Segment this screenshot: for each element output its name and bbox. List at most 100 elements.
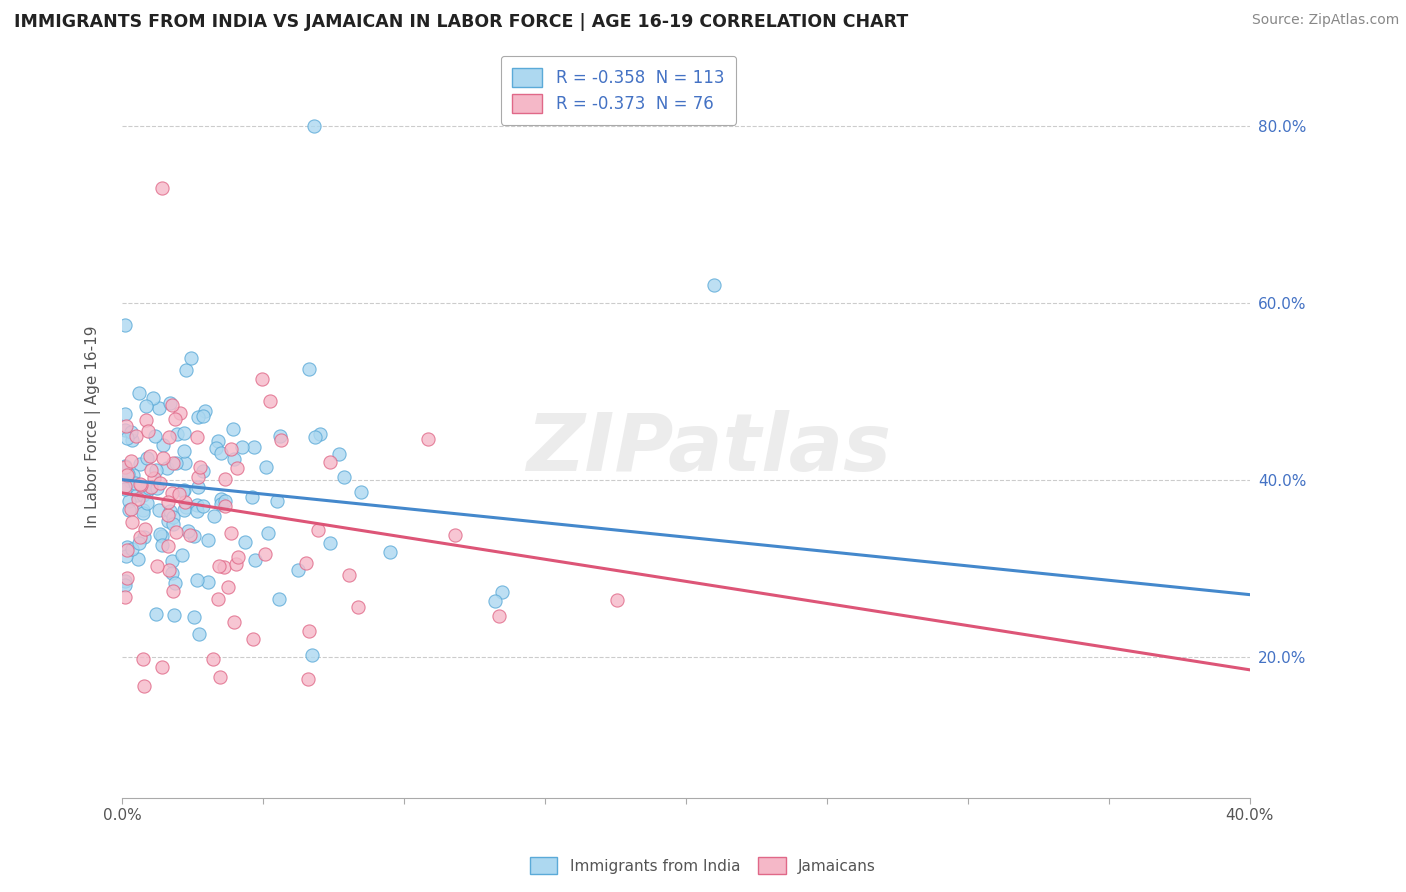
Point bbox=[132, 503, 155, 517]
Point bbox=[202, 652, 225, 666]
Point bbox=[256, 460, 278, 475]
Point bbox=[120, 425, 142, 440]
Point bbox=[174, 494, 197, 508]
Point bbox=[224, 452, 246, 467]
Point bbox=[240, 490, 263, 504]
Point bbox=[114, 418, 136, 433]
Y-axis label: In Labor Force | Age 16-19: In Labor Force | Age 16-19 bbox=[86, 326, 101, 528]
Point bbox=[149, 527, 172, 541]
Point bbox=[136, 450, 159, 465]
Point bbox=[115, 542, 138, 557]
Point bbox=[118, 494, 141, 508]
Point bbox=[172, 484, 194, 499]
Point bbox=[214, 500, 236, 514]
Point bbox=[188, 460, 211, 475]
Point bbox=[328, 448, 350, 462]
Point bbox=[222, 615, 245, 629]
Point bbox=[297, 672, 319, 686]
Point bbox=[146, 558, 169, 573]
Point bbox=[114, 574, 136, 588]
Point bbox=[146, 481, 169, 495]
Point bbox=[270, 433, 292, 447]
Point bbox=[242, 632, 264, 646]
Point bbox=[152, 451, 174, 466]
Point bbox=[186, 504, 208, 518]
Point bbox=[138, 449, 160, 463]
Point bbox=[135, 483, 157, 498]
Point bbox=[150, 181, 173, 195]
Point bbox=[115, 467, 138, 482]
Point bbox=[295, 557, 318, 571]
Point bbox=[208, 670, 231, 684]
Point bbox=[166, 427, 188, 442]
Point bbox=[121, 433, 143, 447]
Point bbox=[222, 422, 245, 436]
Point bbox=[173, 483, 195, 498]
Point bbox=[139, 462, 162, 476]
Point bbox=[135, 399, 157, 413]
Point bbox=[114, 478, 136, 492]
Point bbox=[217, 580, 239, 594]
Point bbox=[121, 515, 143, 529]
Point bbox=[488, 608, 510, 623]
Point bbox=[204, 441, 226, 455]
Point bbox=[163, 608, 186, 623]
Point bbox=[197, 574, 219, 589]
Point bbox=[134, 522, 156, 536]
Point bbox=[160, 553, 183, 567]
Point bbox=[128, 535, 150, 549]
Point bbox=[191, 409, 214, 423]
Point bbox=[301, 648, 323, 662]
Point bbox=[121, 502, 143, 516]
Point bbox=[174, 363, 197, 377]
Point bbox=[309, 427, 332, 442]
Point bbox=[191, 499, 214, 513]
Point bbox=[266, 494, 288, 508]
Point bbox=[114, 483, 136, 497]
Point bbox=[165, 525, 187, 540]
Point bbox=[233, 534, 256, 549]
Point bbox=[250, 372, 273, 386]
Point bbox=[186, 573, 208, 587]
Point bbox=[115, 431, 138, 445]
Point bbox=[484, 594, 506, 608]
Point bbox=[209, 491, 232, 506]
Point bbox=[114, 463, 136, 477]
Point bbox=[225, 558, 247, 572]
Point bbox=[128, 457, 150, 471]
Point bbox=[165, 412, 187, 426]
Point bbox=[179, 528, 201, 542]
Point bbox=[114, 318, 136, 333]
Point bbox=[156, 514, 179, 528]
Point bbox=[138, 481, 160, 495]
Point bbox=[160, 485, 183, 500]
Point bbox=[194, 403, 217, 417]
Point bbox=[416, 432, 439, 446]
Point bbox=[174, 456, 197, 470]
Point bbox=[145, 607, 167, 622]
Point bbox=[298, 362, 321, 376]
Point bbox=[132, 488, 155, 502]
Point bbox=[169, 487, 191, 501]
Point bbox=[157, 562, 180, 576]
Point bbox=[703, 278, 725, 293]
Point bbox=[152, 438, 174, 452]
Point bbox=[187, 409, 209, 424]
Point bbox=[125, 488, 148, 502]
Point bbox=[132, 506, 155, 520]
Point bbox=[349, 484, 371, 499]
Point bbox=[187, 470, 209, 484]
Point bbox=[159, 396, 181, 410]
Point bbox=[132, 651, 155, 665]
Point bbox=[148, 503, 170, 517]
Point bbox=[115, 549, 138, 564]
Point bbox=[148, 401, 170, 415]
Legend: Immigrants from India, Jamaicans: Immigrants from India, Jamaicans bbox=[524, 851, 882, 880]
Point bbox=[117, 467, 139, 481]
Point bbox=[162, 398, 184, 412]
Point bbox=[269, 592, 291, 607]
Point bbox=[134, 530, 156, 544]
Point bbox=[243, 440, 266, 454]
Point bbox=[162, 456, 184, 470]
Point bbox=[157, 508, 180, 523]
